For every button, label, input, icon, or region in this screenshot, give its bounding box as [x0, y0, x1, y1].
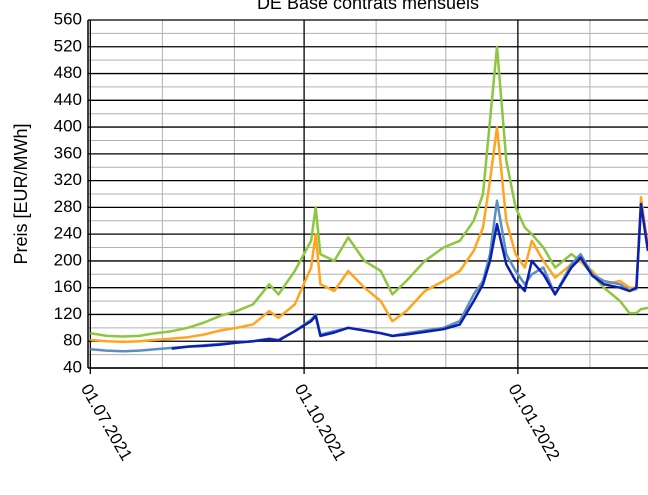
y-tick-label: 480	[54, 63, 82, 82]
x-tick-label: 01.10.2021	[291, 381, 350, 464]
y-tick-label: 520	[54, 36, 82, 55]
x-tick-label: 01.07.2021	[77, 381, 136, 464]
y-tick-label: 360	[54, 143, 82, 162]
x-tick-label: 01.01.2022	[505, 381, 564, 464]
y-tick-label: 80	[63, 331, 82, 350]
y-tick-label: 440	[54, 90, 82, 109]
y-tick-label: 240	[54, 224, 82, 243]
y-tick-label: 40	[63, 357, 82, 376]
y-tick-label: 120	[54, 304, 82, 323]
y-tick-label: 160	[54, 277, 82, 296]
y-tick-label: 400	[54, 117, 82, 136]
y-tick-label: 560	[54, 9, 82, 28]
y-tick-label: 280	[54, 197, 82, 216]
y-tick-label: 200	[54, 250, 82, 269]
series-line	[171, 202, 648, 350]
y-axis-title: Preis [EUR/MWh]	[11, 123, 31, 264]
series-line	[90, 199, 648, 353]
chart-title: DE Base contrats mensuels	[257, 0, 479, 13]
y-tick-label: 320	[54, 170, 82, 189]
